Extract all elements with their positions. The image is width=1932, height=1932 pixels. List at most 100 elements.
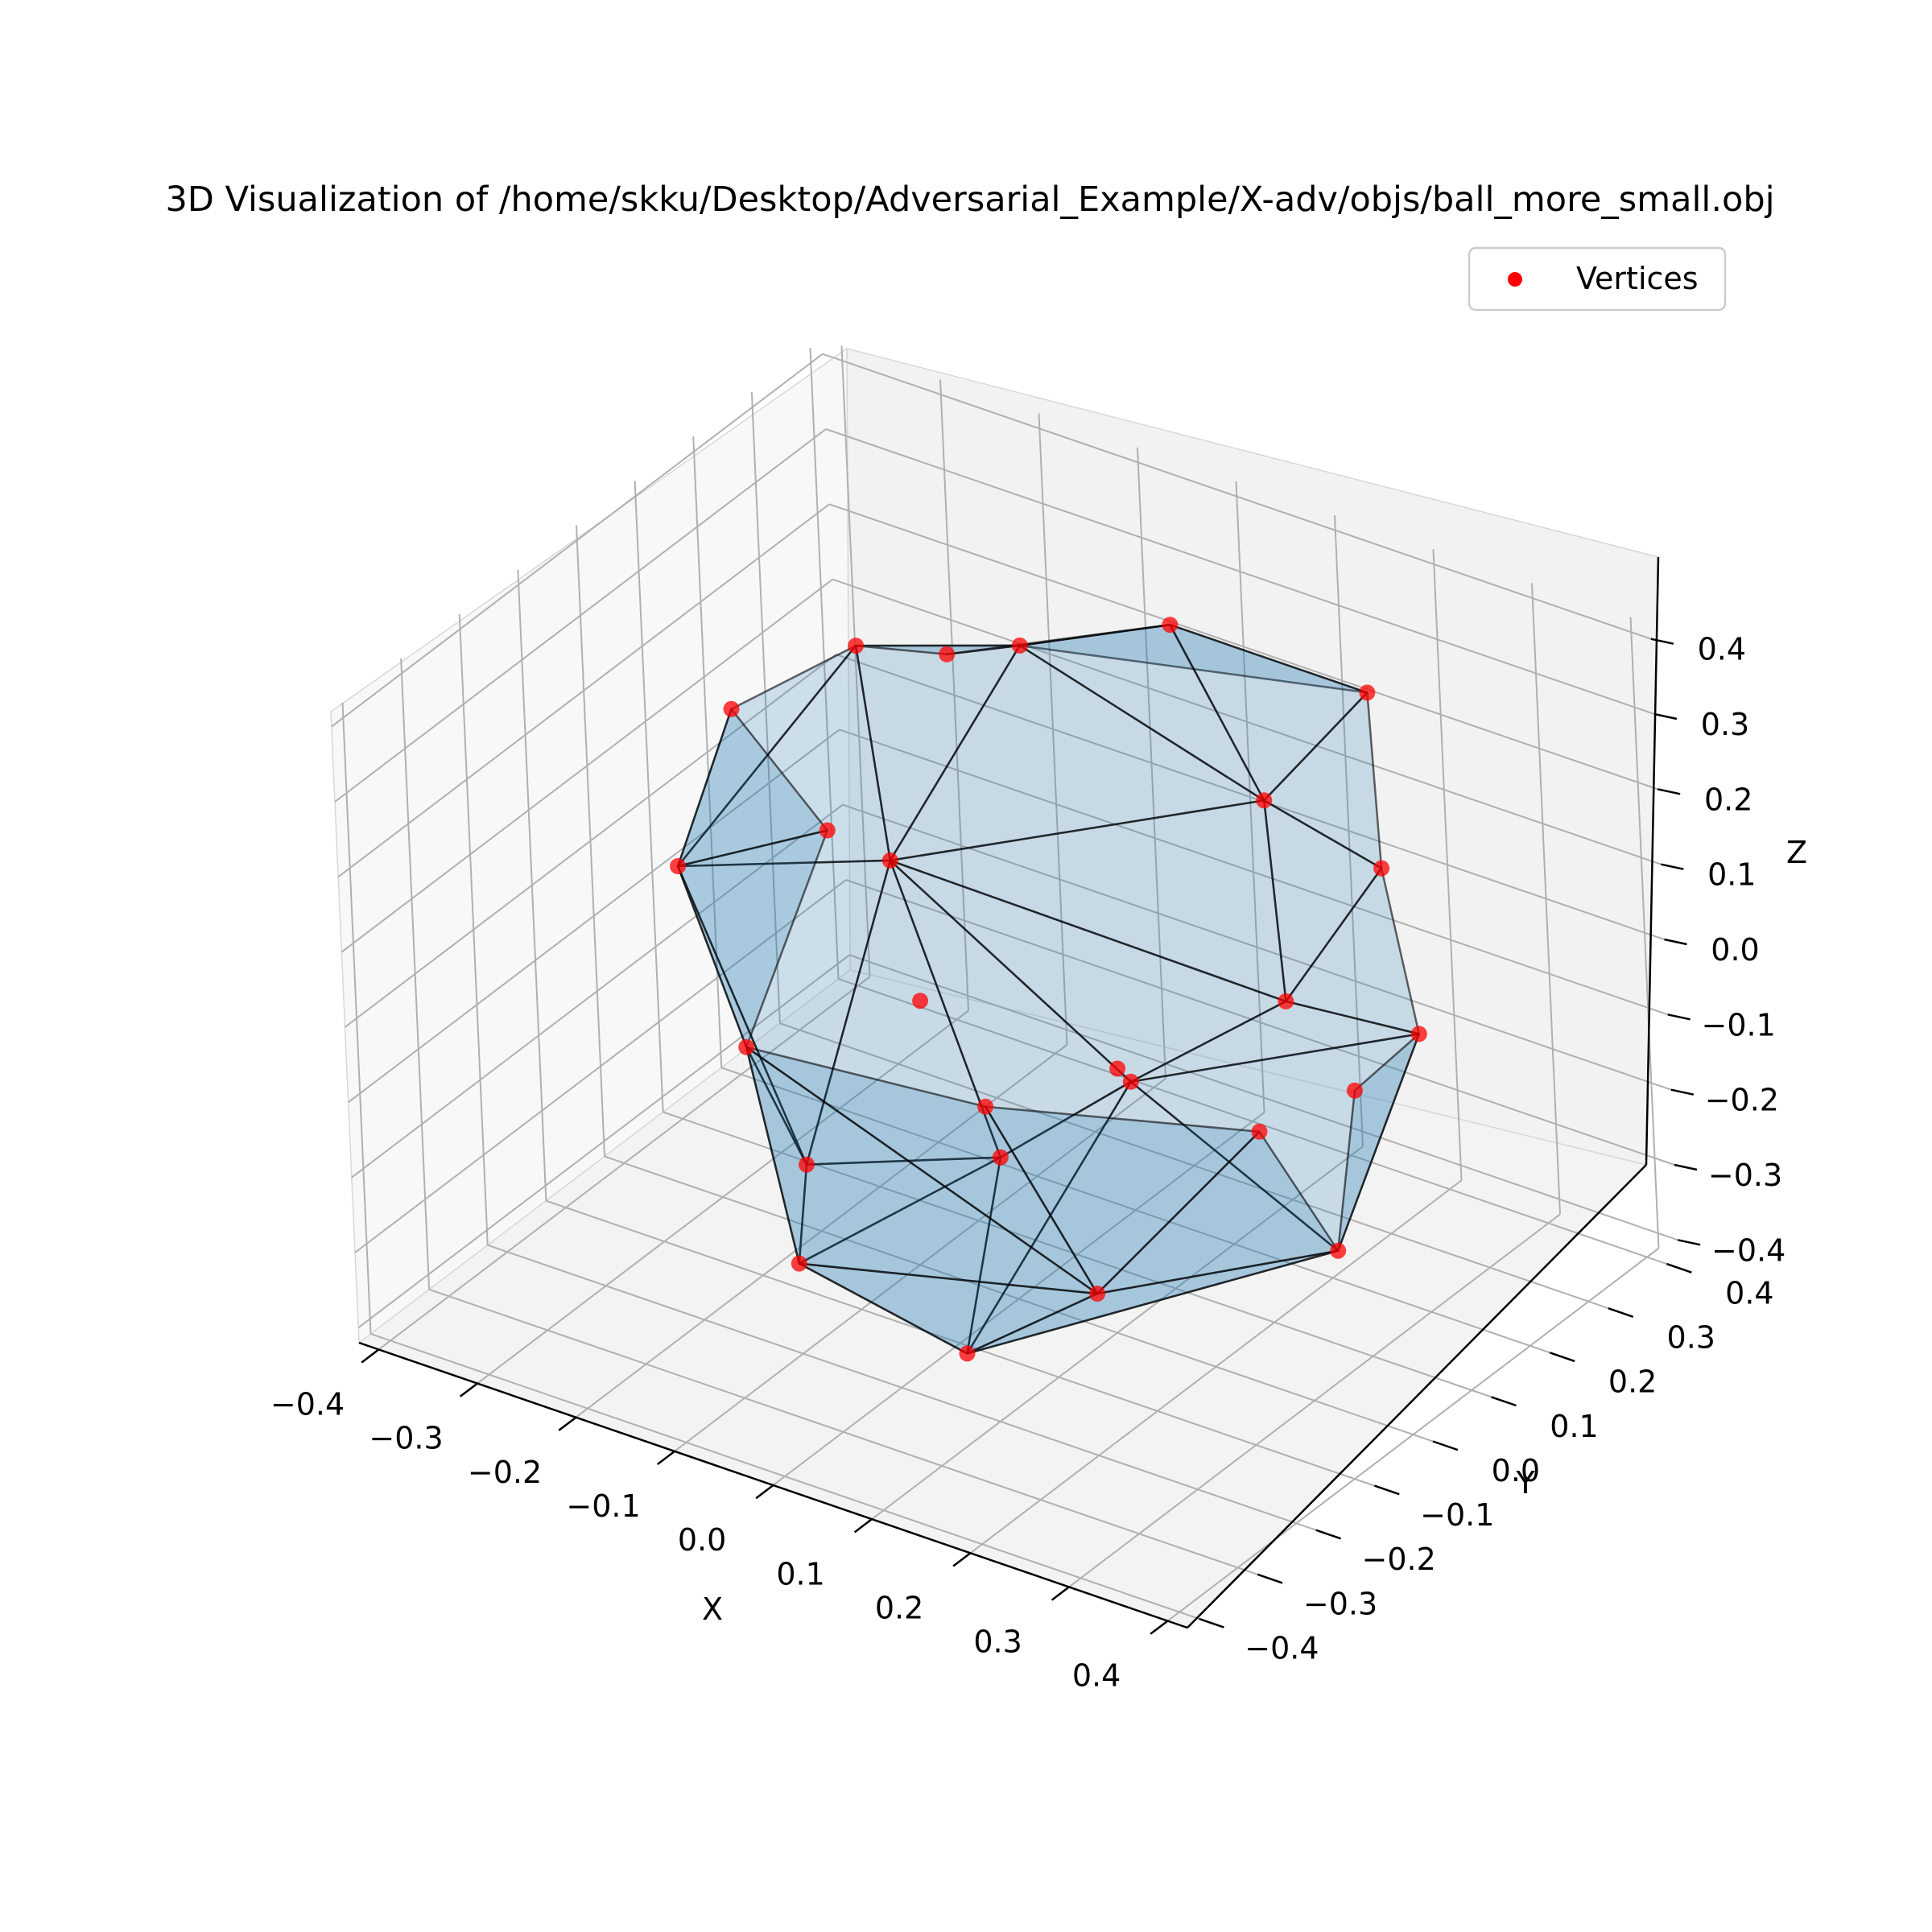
grid-line-floor-x: [871, 1146, 1364, 1520]
vertex-point: [1359, 684, 1376, 701]
x-tick-label: −0.4: [270, 1387, 345, 1422]
vertex-markers: [670, 617, 1427, 1362]
z-tick-mark: [1657, 788, 1681, 795]
vertex-point: [1278, 993, 1294, 1009]
mesh-surface: [676, 623, 1421, 1355]
vertex-point: [738, 1038, 755, 1055]
vertex-point: [977, 1098, 994, 1115]
y-axis-label: Y: [1515, 1465, 1535, 1501]
y-tick-label: 0.3: [1667, 1320, 1715, 1356]
x-tick-label: −0.3: [369, 1421, 443, 1456]
vertex-point: [1410, 1026, 1427, 1042]
grid-line-back-x: [1334, 515, 1364, 1147]
grid-line-left-z: [341, 578, 833, 953]
y-tick-mark: [1432, 1440, 1459, 1451]
vertex-point: [1109, 1060, 1126, 1077]
x-tick-mark: [853, 1518, 873, 1534]
grid-line-left-y: [692, 436, 723, 1068]
grid-line-floor-y: [720, 1067, 1550, 1354]
z-tick-mark: [1670, 1088, 1695, 1096]
x-tick-label: −0.1: [566, 1488, 640, 1524]
grid-line-back-x: [1629, 617, 1660, 1249]
x-tick-label: 0.4: [1072, 1658, 1121, 1694]
x-tick-mark: [952, 1552, 972, 1567]
y-tick-mark: [1549, 1352, 1575, 1363]
chart-title: 3D Visualization of /home/skku/Desktop/A…: [165, 180, 1774, 220]
x-tick-mark: [656, 1450, 675, 1466]
vertex-point: [1251, 1123, 1268, 1140]
grid-line-left-z: [337, 503, 830, 878]
z-tick-mark: [1664, 938, 1687, 946]
y-tick-label: −0.2: [1362, 1542, 1436, 1577]
grid-line-floor-y: [779, 1022, 1609, 1310]
vertex-point: [670, 858, 687, 874]
z-tick-label: −0.1: [1702, 1007, 1776, 1042]
mesh-face: [1285, 867, 1421, 1035]
mesh-face: [889, 799, 1287, 1003]
x-tick-mark: [361, 1348, 380, 1364]
z-tick-mark: [1661, 863, 1684, 870]
grid-line-left-y: [750, 392, 781, 1024]
vertex-point: [1330, 1242, 1347, 1259]
vertex-point: [1256, 792, 1273, 809]
grid-line-left-z: [334, 428, 827, 803]
y-tick-mark: [1315, 1529, 1342, 1540]
y-tick-mark: [1199, 1617, 1224, 1629]
z-tick-label: 0.2: [1704, 782, 1752, 817]
x-tick-mark: [755, 1484, 774, 1500]
x-tick-mark: [558, 1416, 577, 1431]
x-tick-label: −0.2: [468, 1455, 542, 1490]
grid-line-floor-y: [838, 978, 1667, 1265]
x-tick-label: 0.1: [776, 1556, 824, 1591]
y-tick-label: 0.4: [1725, 1275, 1773, 1311]
z-tick-label: −0.2: [1705, 1083, 1779, 1118]
vertex-point: [881, 852, 898, 869]
x-tick-mark: [459, 1382, 478, 1397]
z-tick-label: 0.4: [1698, 632, 1746, 667]
z-tick-mark: [1667, 1013, 1690, 1021]
z-axis-line: [1645, 556, 1660, 1166]
grid-line-left-z: [344, 654, 837, 1028]
vertex-point: [1122, 1073, 1139, 1090]
grid-line-back-x: [1432, 549, 1463, 1181]
legend-box: [1468, 246, 1727, 312]
vertex-point: [992, 1149, 1009, 1166]
z-axis-label: Z: [1786, 835, 1807, 870]
grid-line-left-y: [634, 481, 664, 1113]
vertex-point: [959, 1345, 976, 1362]
x-axis-label: X: [702, 1591, 723, 1627]
grid-line-back-z: [828, 503, 1658, 791]
vertex-point: [819, 822, 836, 839]
x-tick-label: 0.0: [678, 1522, 726, 1558]
z-tick-mark: [1674, 1163, 1698, 1171]
grid-line-back-z: [836, 654, 1665, 940]
vertex-point: [1162, 617, 1179, 634]
vertex-point: [723, 700, 740, 717]
vertex-point: [1346, 1082, 1363, 1099]
y-tick-label: 0.1: [1550, 1409, 1598, 1444]
vertex-point: [791, 1255, 807, 1272]
vertex-point: [1011, 637, 1028, 654]
grid-line-back-z: [822, 353, 1652, 640]
legend-marker-vertices: [1508, 272, 1522, 287]
y-tick-mark: [1257, 1573, 1283, 1584]
z-tick-label: −0.3: [1708, 1158, 1782, 1193]
grid-line-floor-x: [1068, 1213, 1561, 1588]
y-tick-mark: [1491, 1396, 1517, 1407]
x-tick-label: 0.2: [875, 1590, 923, 1625]
y-tick-label: −0.3: [1303, 1586, 1377, 1621]
y-axis-line: [1187, 1164, 1647, 1629]
x-tick-mark: [1051, 1586, 1070, 1601]
y-tick-label: −0.1: [1420, 1497, 1494, 1533]
z-tick-label: 0.3: [1701, 707, 1749, 742]
z-tick-mark: [1677, 1239, 1701, 1246]
z-tick-mark: [1650, 638, 1674, 645]
y-tick-mark: [1608, 1307, 1634, 1318]
grid-line-floor-y: [604, 1155, 1434, 1443]
y-tick-mark: [1666, 1262, 1692, 1274]
grid-line-back-z: [825, 428, 1655, 715]
legend-label-vertices: Vertices: [1576, 261, 1699, 296]
y-tick-label: 0.2: [1608, 1364, 1657, 1400]
tick-marks: −0.4 −0.4 −0.4 −0.3 −0.3 −0.3 −0.2 −0.2 −0.2 −0.1…: [270, 632, 1785, 1694]
